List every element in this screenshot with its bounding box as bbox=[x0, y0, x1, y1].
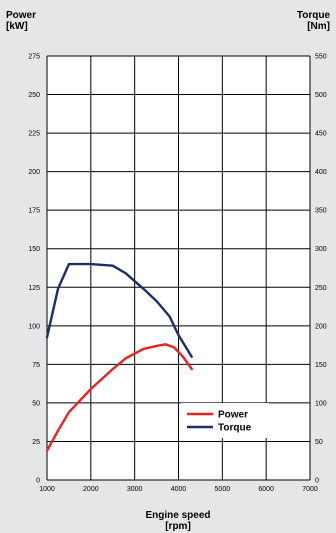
left-tick-label: 200 bbox=[28, 169, 40, 176]
legend: Power Torque bbox=[181, 403, 269, 438]
tick-labels: 0 0 25 50 50 100 75 150 100 200 125 250 150 300 175 350… bbox=[28, 54, 326, 494]
right-tick-label: 400 bbox=[315, 169, 327, 176]
left-tick-label: 25 bbox=[32, 439, 40, 446]
left-axis-title: Power [kW] bbox=[6, 10, 37, 32]
x-tick-label: 6000 bbox=[258, 486, 274, 493]
left-tick-label: 275 bbox=[28, 54, 40, 61]
left-tick-label: 0 bbox=[36, 478, 40, 485]
right-tick-label: 150 bbox=[315, 362, 327, 369]
left-tick-label: 50 bbox=[32, 400, 40, 407]
left-tick-label: 150 bbox=[28, 246, 40, 253]
right-tick-label: 450 bbox=[315, 131, 327, 138]
left-tick-label: 125 bbox=[28, 285, 40, 292]
x-tick-label: 2000 bbox=[83, 486, 99, 493]
left-tick-label: 100 bbox=[28, 323, 40, 330]
right-tick-label: 250 bbox=[315, 285, 327, 292]
right-tick-label: 350 bbox=[315, 208, 327, 215]
series-lines bbox=[45, 262, 193, 452]
right-tick-label: 50 bbox=[315, 439, 323, 446]
series-line-torque bbox=[45, 262, 193, 358]
x-axis-title: Engine speed [rpm] bbox=[145, 510, 211, 532]
left-tick-label: 250 bbox=[28, 92, 40, 99]
x-tick-label: 3000 bbox=[127, 486, 143, 493]
left-tick-label: 175 bbox=[28, 208, 40, 215]
right-tick-label: 550 bbox=[315, 54, 327, 61]
x-tick-label: 7000 bbox=[302, 486, 318, 493]
legend-box bbox=[181, 403, 269, 438]
left-tick-label: 75 bbox=[32, 362, 40, 369]
right-tick-label: 300 bbox=[315, 246, 327, 253]
left-tick-label: 225 bbox=[28, 131, 40, 138]
grid-lines bbox=[46, 55, 311, 481]
right-tick-label: 0 bbox=[315, 478, 319, 485]
right-tick-label: 200 bbox=[315, 323, 327, 330]
right-tick-label: 500 bbox=[315, 92, 327, 99]
x-tick-label: 1000 bbox=[39, 486, 55, 493]
right-tick-label: 100 bbox=[315, 400, 327, 407]
series-line-power bbox=[45, 343, 193, 452]
legend-label-torque: Torque bbox=[218, 423, 252, 434]
x-tick-label: 5000 bbox=[215, 486, 231, 493]
right-axis-title: Torque [Nm] bbox=[296, 10, 330, 32]
legend-label-power: Power bbox=[218, 410, 248, 421]
x-tick-label: 4000 bbox=[171, 486, 187, 493]
